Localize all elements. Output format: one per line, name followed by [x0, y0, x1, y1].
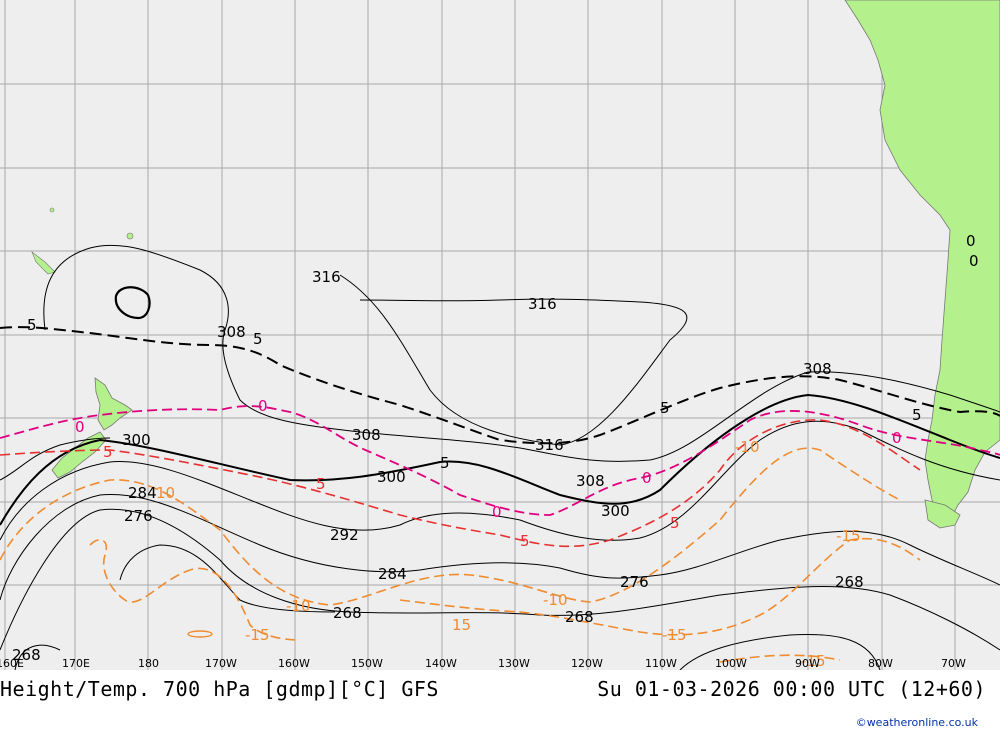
temp-contour-minus15	[89, 537, 921, 663]
forecast-time: Su 01-03-2026 00:00 UTC (12+60)	[597, 677, 986, 701]
lon-label: 150W	[351, 657, 383, 670]
pacific-islands	[31, 207, 134, 275]
label-316-b: 316	[528, 295, 557, 313]
label-minus5-red-d: 5	[670, 514, 680, 532]
label-268-c: 268	[565, 608, 594, 626]
label-minus5-red-c: 5	[520, 532, 530, 550]
new-zealand-south-island	[51, 431, 107, 479]
label-minus10-a: 10	[156, 484, 175, 502]
label-minus10-b: -10	[286, 597, 311, 615]
map-title: Height/Temp. 700 hPa [gdmp][°C] GFS	[0, 677, 439, 701]
label-308-a: 308	[217, 323, 246, 341]
label-minus15-c: -15	[662, 626, 687, 644]
label-minus15-d: -15	[836, 527, 861, 545]
label-308-c: 308	[576, 472, 605, 490]
lon-label: 100W	[715, 657, 747, 670]
map-canvas: 316 316 316 308 308 308 308 300 300 300 …	[0, 0, 1000, 671]
label-300-b: 300	[377, 468, 406, 486]
label-zero-d: 0	[642, 469, 652, 487]
credit-link[interactable]: ©weatheronline.co.uk	[855, 716, 978, 729]
lon-label: 90W	[795, 657, 820, 670]
height-labels: 316 316 316 308 308 308 308 300 300 300 …	[12, 268, 864, 664]
label-minus5-red-b: 5	[316, 475, 326, 493]
lon-label: 180	[138, 657, 159, 670]
lon-label: 160E	[0, 657, 24, 670]
label-268-d: 268	[835, 573, 864, 591]
label-zero-a: 0	[75, 418, 85, 436]
lon-label: 160W	[278, 657, 310, 670]
label-268-a: 268	[12, 646, 41, 664]
label-minus5-black-e: 5	[912, 406, 922, 424]
label-minus5-black-b: 5	[253, 330, 263, 348]
lon-label: 130W	[498, 657, 530, 670]
temp-contour-minus5-black	[0, 326, 1000, 445]
new-zealand-north-island	[94, 377, 133, 431]
label-292: 292	[330, 526, 359, 544]
lon-label: 70W	[941, 657, 966, 670]
label-300-a: 300	[122, 431, 151, 449]
lon-label: 80W	[868, 657, 893, 670]
label-minus5-black-a: 5	[27, 316, 37, 334]
weather-map: 316 316 316 308 308 308 308 300 300 300 …	[0, 0, 1000, 671]
label-284-b: 284	[378, 565, 407, 583]
label-minus5-black-c: 5	[440, 454, 450, 472]
longitude-axis: 160E 170E 180 170W 160W 150W 140W 130W 1…	[0, 657, 966, 670]
temp-contour-minus10	[0, 447, 901, 606]
label-276-a: 276	[124, 507, 153, 525]
label-300-c: 300	[601, 502, 630, 520]
lon-label: 120W	[571, 657, 603, 670]
label-276-b: 276	[620, 573, 649, 591]
lon-label: 170E	[62, 657, 90, 670]
label-268-b: 268	[333, 604, 362, 622]
lon-label: 140W	[425, 657, 457, 670]
label-zero-land-b: 0	[969, 252, 979, 270]
label-minus15-b: -15	[245, 626, 270, 644]
label-316-a: 316	[312, 268, 341, 286]
height-contour-300	[0, 393, 1000, 526]
label-minus10-c: -10	[543, 591, 568, 609]
label-308-b: 308	[352, 426, 381, 444]
label-minus5-black-d: 5	[660, 399, 670, 417]
temp-contour-minus5-red	[0, 419, 921, 548]
label-minus10-d: -10	[735, 438, 760, 456]
lon-label: 110W	[645, 657, 677, 670]
temperature-labels: 5 5 5 5 5 0 0 0 0 0 5 5 5 5 10 -10 -10 -…	[27, 232, 979, 670]
height-contours	[0, 244, 1000, 671]
label-zero-land-a: 0	[966, 232, 976, 250]
label-316-c: 316	[535, 436, 564, 454]
temp-contour-zero	[0, 405, 1000, 516]
label-284-a: 284	[128, 484, 157, 502]
label-zero-b: 0	[258, 397, 268, 415]
label-zero-e: 0	[892, 429, 902, 447]
label-zero-c: 0	[492, 503, 502, 521]
label-308-d: 308	[803, 360, 832, 378]
lat-lon-grid	[0, 0, 1000, 670]
label-minus15-e: -15	[801, 652, 826, 670]
lon-label: 170W	[205, 657, 237, 670]
label-minus5-red-a: 5	[103, 443, 113, 461]
tierra-del-fuego	[924, 499, 961, 529]
label-minus15-a: 15	[452, 616, 471, 634]
south-america-landmass	[844, 0, 1000, 521]
